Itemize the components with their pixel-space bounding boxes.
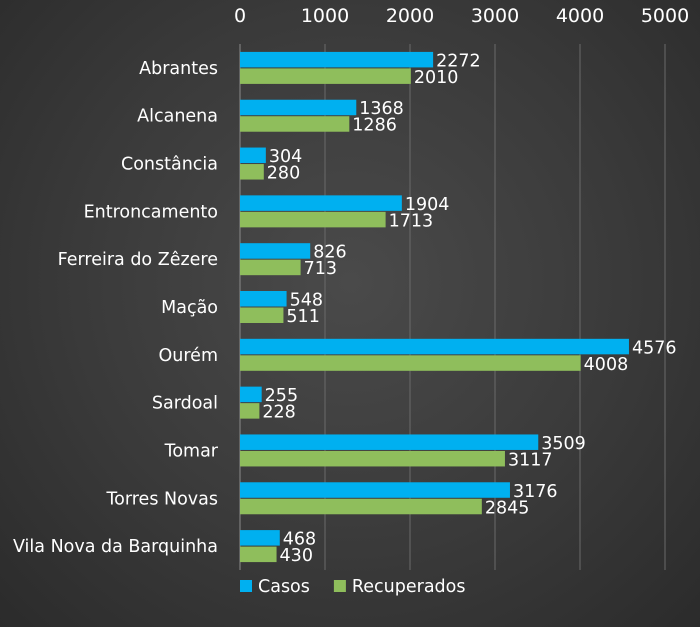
data-label-casos: 826 xyxy=(313,243,346,263)
legend-label-casos: Casos xyxy=(258,577,310,597)
bar-casos xyxy=(240,434,539,450)
category-label: Entroncamento xyxy=(84,202,218,222)
bar-recuperados xyxy=(240,355,581,371)
x-tick-label: 4000 xyxy=(556,5,604,27)
category-label: Tomar xyxy=(164,441,219,461)
bar-recuperados xyxy=(240,164,264,180)
legend-label-recuperados: Recuperados xyxy=(352,577,466,597)
data-label-casos: 3176 xyxy=(513,482,558,502)
data-label-casos: 304 xyxy=(269,147,302,167)
category-label: Mação xyxy=(161,298,218,318)
data-label-casos: 1904 xyxy=(405,195,450,215)
bar-recuperados xyxy=(240,68,411,84)
data-label-casos: 1368 xyxy=(359,99,404,119)
bar-recuperados xyxy=(240,403,260,419)
category-labels: Abrantes Alcanena Constância Entroncamento F… xyxy=(13,59,219,557)
bar-recuperados xyxy=(240,259,301,276)
category-label: Vila Nova da Barquinha xyxy=(13,537,218,557)
bar-recuperados xyxy=(240,450,505,467)
bar-recuperados xyxy=(240,116,350,132)
data-label-recuperados: 2010 xyxy=(414,68,459,88)
category-label: Torres Novas xyxy=(105,489,218,509)
bars xyxy=(240,51,629,563)
bar-casos xyxy=(240,338,629,355)
data-label-casos: 468 xyxy=(283,530,316,550)
category-label: Abrantes xyxy=(139,59,218,79)
data-label-recuperados: 511 xyxy=(286,307,319,327)
bar-casos xyxy=(240,243,311,259)
bar-casos xyxy=(240,386,262,403)
data-label-recuperados: 2845 xyxy=(485,498,530,518)
x-tick-label: 3000 xyxy=(471,5,519,27)
data-label-casos: 548 xyxy=(290,291,323,311)
category-label: Constância xyxy=(121,155,218,175)
category-label: Sardoal xyxy=(152,394,218,414)
data-label-recuperados: 4008 xyxy=(584,355,629,375)
x-tick-label: 0 xyxy=(234,5,246,27)
data-label-casos: 2272 xyxy=(436,51,481,71)
data-label-recuperados: 280 xyxy=(267,164,300,184)
legend: Casos Recuperados xyxy=(240,577,465,597)
legend-swatch-casos xyxy=(240,580,252,592)
data-label-recuperados: 430 xyxy=(280,546,313,566)
data-label-recuperados: 713 xyxy=(304,259,337,279)
bar-recuperados xyxy=(240,546,277,563)
data-label-recuperados: 3117 xyxy=(508,450,553,470)
bar-casos xyxy=(240,195,402,211)
bar-casos xyxy=(240,51,434,68)
category-label: Alcanena xyxy=(137,107,218,127)
data-label-recuperados: 1286 xyxy=(352,116,397,136)
bar-recuperados xyxy=(240,307,284,323)
data-label-recuperados: 1713 xyxy=(389,211,434,231)
bar-casos xyxy=(240,147,266,164)
category-label: Ferreira do Zêzere xyxy=(58,250,218,270)
legend-swatch-recuperados xyxy=(333,580,346,592)
category-label: Ourém xyxy=(159,346,219,366)
data-label-recuperados: 228 xyxy=(262,403,295,423)
x-tick-label: 5000 xyxy=(641,5,689,27)
data-label-casos: 3509 xyxy=(541,434,586,454)
bar-casos xyxy=(240,291,287,307)
bar-casos xyxy=(240,482,510,498)
data-label-casos: 255 xyxy=(265,386,298,406)
x-tick-label: 1000 xyxy=(301,5,349,27)
x-tick-label: 2000 xyxy=(386,5,434,27)
bar-casos xyxy=(240,99,357,116)
data-label-casos: 4576 xyxy=(632,338,677,358)
bar-casos xyxy=(240,530,280,546)
x-axis-ticks: 0 1000 2000 3000 4000 5000 xyxy=(234,5,689,27)
bar-recuperados xyxy=(240,211,386,228)
bar-recuperados xyxy=(240,498,482,515)
